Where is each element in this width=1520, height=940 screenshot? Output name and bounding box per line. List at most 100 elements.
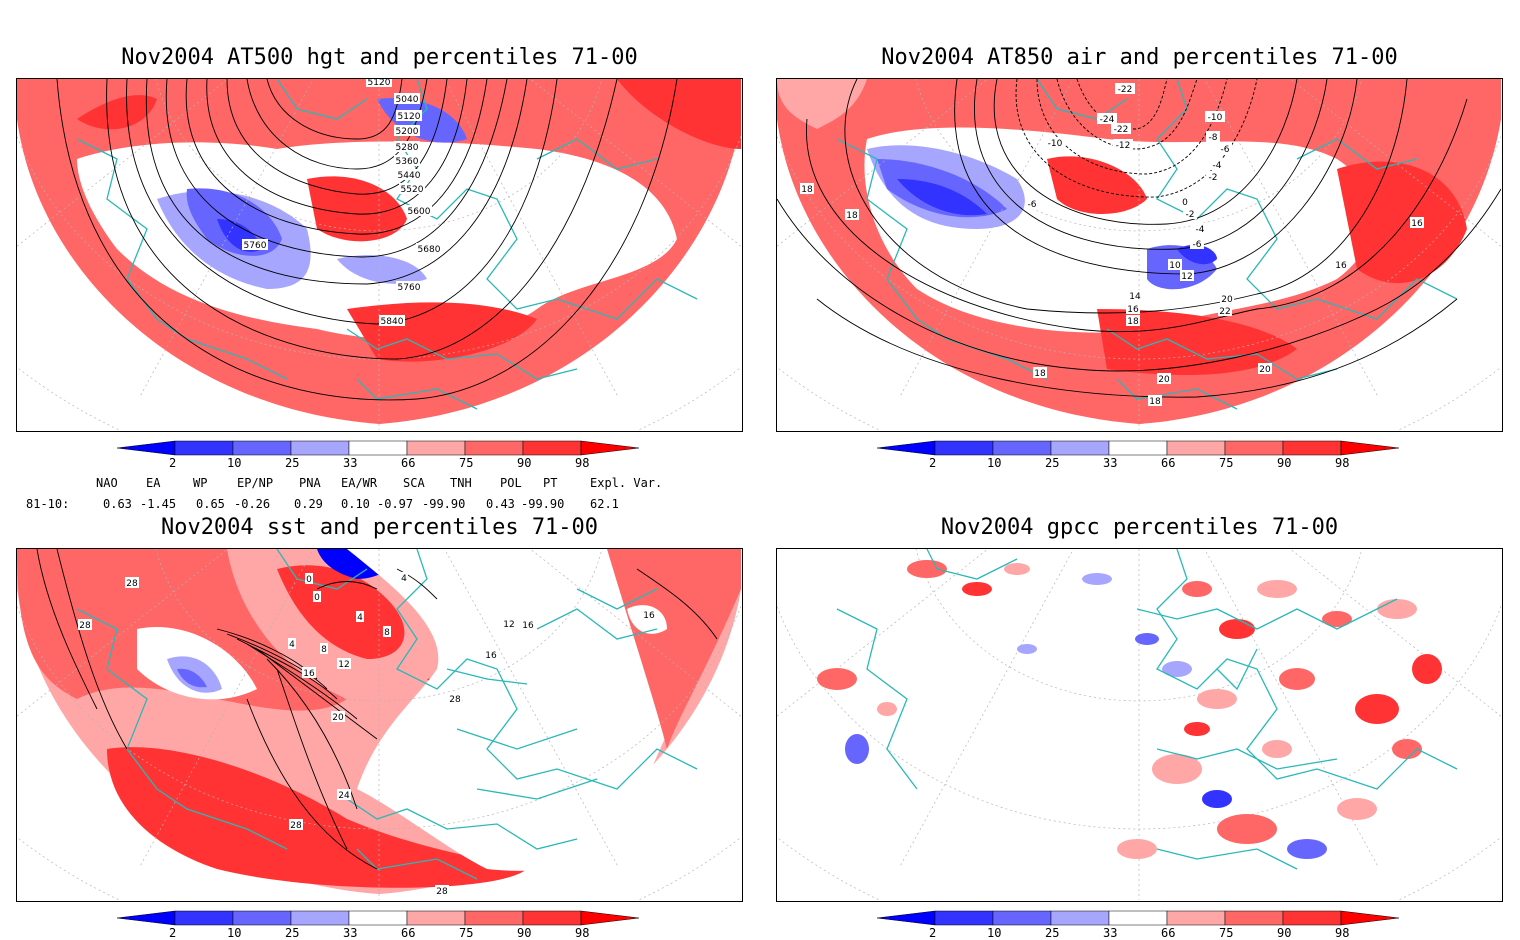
contour-line xyxy=(185,79,488,235)
index-value-epnp: -0.26 xyxy=(234,497,271,511)
svg-text:5120: 5120 xyxy=(398,112,421,122)
colorbar-tick-label: 10 xyxy=(987,926,1002,940)
svg-text:28: 28 xyxy=(126,579,138,589)
colorbar-tick-label: 10 xyxy=(227,926,242,940)
svg-text:16: 16 xyxy=(1335,261,1347,271)
index-header-pna: PNA xyxy=(299,476,321,490)
colorbar-segment-lt2 xyxy=(117,440,176,456)
colorbar-segment-75-90 xyxy=(1224,440,1284,456)
contour-line xyxy=(396,568,438,600)
svg-text:4: 4 xyxy=(289,640,295,650)
contour-label: 18 xyxy=(1126,315,1140,327)
svg-text:5440: 5440 xyxy=(398,171,421,181)
percentile-shading xyxy=(607,549,741,749)
contour-label: 5360 xyxy=(394,155,420,167)
colorbar-air850: 2 10 25 33 66 75 90 98 xyxy=(877,440,1407,470)
percentile-shading xyxy=(277,565,405,659)
colorbar-segment-gt98 xyxy=(580,910,640,926)
colorbar-segment-33-66 xyxy=(348,910,408,926)
colorbar-sst: 2 10 25 33 66 75 90 98 xyxy=(117,910,647,940)
panel-title-hgt500: Nov2004 AT500 hgt and percentiles 71-00 xyxy=(121,45,638,70)
index-value-tnh: -99.90 xyxy=(422,497,466,511)
svg-text:-22: -22 xyxy=(1114,125,1129,135)
colorbar-tick-label: 66 xyxy=(1161,926,1176,940)
contour-line xyxy=(316,581,378,590)
contour-line xyxy=(1056,79,1198,150)
svg-text:-24: -24 xyxy=(1100,115,1115,125)
colorbar-tick-label: 2 xyxy=(929,456,937,470)
colorbar-scale xyxy=(877,440,1400,456)
contour-label: 20 xyxy=(1157,373,1171,385)
colorbar-segment-2-10 xyxy=(174,440,234,456)
percentile-shading xyxy=(1117,839,1157,859)
svg-text:5040: 5040 xyxy=(396,95,419,105)
colorbar-tick-label: 10 xyxy=(987,456,1002,470)
contour-label: 5280 xyxy=(394,141,420,153)
colorbar-tick-label: 98 xyxy=(1335,456,1350,470)
colorbar-segment-90-98 xyxy=(522,440,582,456)
colorbar-tick-label: 75 xyxy=(459,926,474,940)
contour-line xyxy=(246,643,358,720)
contour-label: -8 xyxy=(1206,131,1220,143)
svg-text:18: 18 xyxy=(1034,369,1046,379)
colorbar-segment-66-75 xyxy=(406,910,466,926)
percentile-shading xyxy=(777,79,867,129)
percentile-shading xyxy=(1184,722,1210,736)
contour-label: 5680 xyxy=(416,243,442,255)
svg-text:20: 20 xyxy=(1221,295,1233,305)
svg-text:5680: 5680 xyxy=(418,245,441,255)
colorbar-segment-75-90 xyxy=(464,910,524,926)
index-header-explvar: Expl. Var. xyxy=(590,476,663,490)
contour-line xyxy=(145,79,528,285)
colorbar-segment-25-33 xyxy=(1050,440,1110,456)
svg-text:-8: -8 xyxy=(1209,133,1218,143)
percentile-shading xyxy=(1017,644,1037,654)
colorbar-segment-25-33 xyxy=(290,910,350,926)
percentile-shading xyxy=(1392,739,1422,759)
svg-text:16: 16 xyxy=(1127,305,1139,315)
colorbar-tick-label: 66 xyxy=(1161,456,1176,470)
contour-line xyxy=(1076,79,1168,130)
percentile-shading xyxy=(77,95,157,130)
colorbar-tick-label: 10 xyxy=(227,456,242,470)
percentile-shading xyxy=(1262,740,1292,758)
contour-line xyxy=(806,98,1468,333)
svg-text:24: 24 xyxy=(338,791,350,801)
colorbar-segment-2-10 xyxy=(934,440,994,456)
svg-text:16: 16 xyxy=(1411,219,1423,229)
contour-label: 5040 xyxy=(394,93,420,105)
index-value-pna: 0.29 xyxy=(294,497,323,511)
svg-text:28: 28 xyxy=(449,695,461,705)
colorbar-tick-label: 25 xyxy=(285,456,300,470)
svg-text:-6: -6 xyxy=(1028,200,1037,210)
percentile-shading xyxy=(107,747,527,888)
svg-text:16: 16 xyxy=(643,611,655,621)
percentile-shading xyxy=(1322,611,1352,627)
svg-text:12: 12 xyxy=(503,620,514,630)
colorbar-tick-label: 98 xyxy=(1335,926,1350,940)
index-header-nao: NAO xyxy=(96,476,118,490)
coastline xyxy=(76,79,698,410)
contour-label: 8 xyxy=(320,643,328,655)
map-panel-sst: 28280044488121616202024282812161628 xyxy=(16,548,743,902)
svg-text:18: 18 xyxy=(846,211,858,221)
percentile-shading xyxy=(1257,580,1297,598)
contour-label: -6 xyxy=(1025,198,1039,210)
colorbar-segment-66-75 xyxy=(406,440,466,456)
svg-text:20: 20 xyxy=(1259,365,1271,375)
percentile-shading xyxy=(817,668,857,690)
contour-label: 18 xyxy=(800,183,814,195)
colorbar-segment-2-10 xyxy=(174,910,234,926)
contour-line xyxy=(126,79,558,325)
colorbar-tick-label: 75 xyxy=(1219,926,1234,940)
colorbar-segment-gt98 xyxy=(1340,440,1400,456)
percentile-shading xyxy=(1337,798,1377,820)
index-header-wp: WP xyxy=(193,476,208,490)
index-header-ea: EA xyxy=(146,476,161,490)
contour-label: 16 xyxy=(1126,303,1140,315)
contour-label: -6 xyxy=(1190,238,1204,250)
colorbar-segment-66-75 xyxy=(1166,910,1226,926)
svg-text:28: 28 xyxy=(290,821,302,831)
contour-label: -24 xyxy=(1097,113,1117,125)
contour-label: 5760 xyxy=(396,281,422,293)
